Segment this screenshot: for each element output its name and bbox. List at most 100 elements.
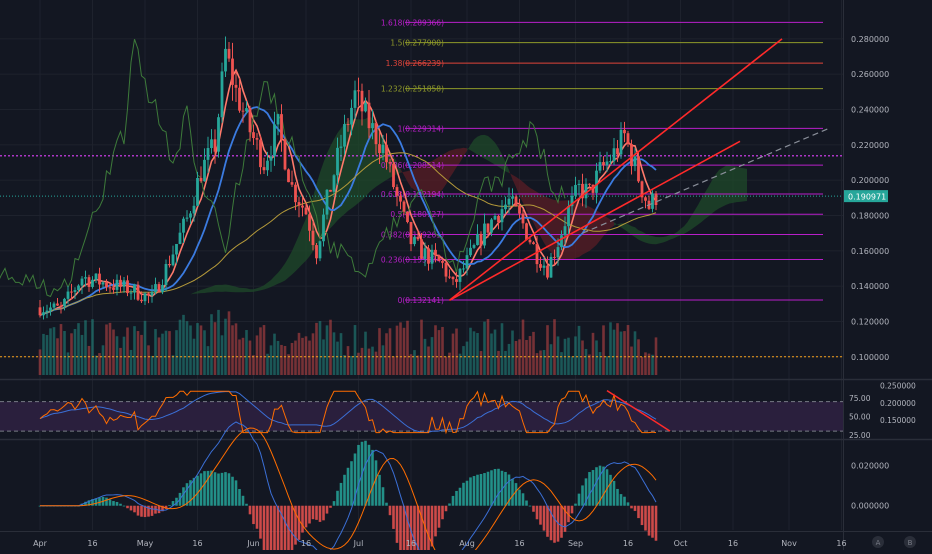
candle-body [147,293,150,295]
volume-bar [109,323,112,375]
candle-body [263,167,266,170]
time-tick-label: Apr [33,539,48,548]
volume-bar [389,328,392,375]
candle-body [371,123,374,128]
candle-body [165,264,168,285]
macd-histogram-bar [634,506,637,511]
macd-histogram-bar [630,506,633,509]
candle-body [112,287,115,290]
volume-bar [620,332,623,375]
candle-body [53,304,56,308]
macd-histogram-bar [588,472,591,506]
candle-body [322,215,325,242]
candle-body [441,261,444,263]
volume-bar [501,323,504,375]
volume-bar [399,322,402,375]
candle-body [529,240,532,243]
cloud-segment [649,235,653,244]
macd-histogram-bar [466,481,469,506]
macd-histogram-bar [539,506,542,525]
volume-bar [543,350,546,375]
macd-histogram-bar [168,505,171,506]
candle-body [469,248,472,255]
candle-body [319,241,322,258]
volume-bar [49,328,52,375]
candle-body [287,169,290,182]
cloud-segment [474,137,478,155]
volume-bar [571,357,574,375]
time-tick-label: Jul [353,539,364,548]
volume-bar [609,322,612,375]
macd-histogram-bar [231,477,234,506]
volume-bar [284,346,287,375]
candle-body [116,280,119,290]
cloud-segment [233,286,237,292]
candle-body [375,123,378,144]
macd-histogram-bar [266,506,269,550]
volume-bar [497,351,500,375]
candle-body [144,293,147,301]
macd-histogram-bar [480,474,483,506]
macd-histogram-bar [396,506,399,543]
fib-label: 0.236(0.155074) [381,256,444,265]
volume-bar [165,331,168,375]
volume-bar [200,325,203,375]
volume-bar [522,320,525,375]
volume-bar [277,341,280,375]
volume-bar [364,332,367,375]
macd-histogram-bar [350,461,353,506]
candle-body [574,185,577,196]
volume-bar [140,335,143,375]
candle-body [578,184,581,185]
candle-body [480,234,483,246]
macd-histogram-bar [224,472,227,506]
candle-body [630,144,633,166]
candle-body [179,233,182,244]
macd-histogram-bar [333,501,336,506]
macd-histogram-bar [291,506,294,550]
volume-bar [88,346,91,375]
volume-bar [130,350,133,375]
candle-body [501,209,504,222]
macd-histogram-bar [347,468,350,506]
candle-body [305,208,308,215]
macd-histogram-bar [431,506,434,547]
macd-histogram-bar [441,506,444,520]
volume-bar [231,325,234,375]
rsi-band [0,402,843,431]
candle-body [546,266,549,278]
candle-body [217,117,220,151]
volume-bar [158,337,161,375]
candle-body [557,247,560,257]
volume-bar [81,335,84,375]
price-tick-label: 0.220000 [851,141,889,150]
candle-body [364,103,367,112]
macd-histogram-bar [312,506,315,519]
cloud-segment [362,119,366,200]
volume-bar [606,356,609,375]
cloud-segment [492,139,496,165]
volume-bar [102,345,105,375]
candle-body [637,156,640,181]
macd-histogram-bar [389,506,392,515]
volume-bar [641,357,644,375]
macd-histogram-bar [609,475,612,506]
volume-bar [112,330,115,375]
candle-body [333,175,336,191]
candle-body [340,147,343,148]
volume-bar [144,321,147,375]
time-tick-label: 16 [192,539,202,548]
macd-histogram-bar [392,506,395,529]
macd-histogram-bar [277,506,280,550]
rsi-tick-label: 25.00 [849,431,871,440]
volume-bar [588,354,591,375]
candle-body [301,206,304,208]
candle-body [84,277,87,278]
cloud-segment [737,166,741,202]
candle-body [161,285,164,292]
volume-bar [42,334,45,375]
cloud-segment [488,136,492,163]
